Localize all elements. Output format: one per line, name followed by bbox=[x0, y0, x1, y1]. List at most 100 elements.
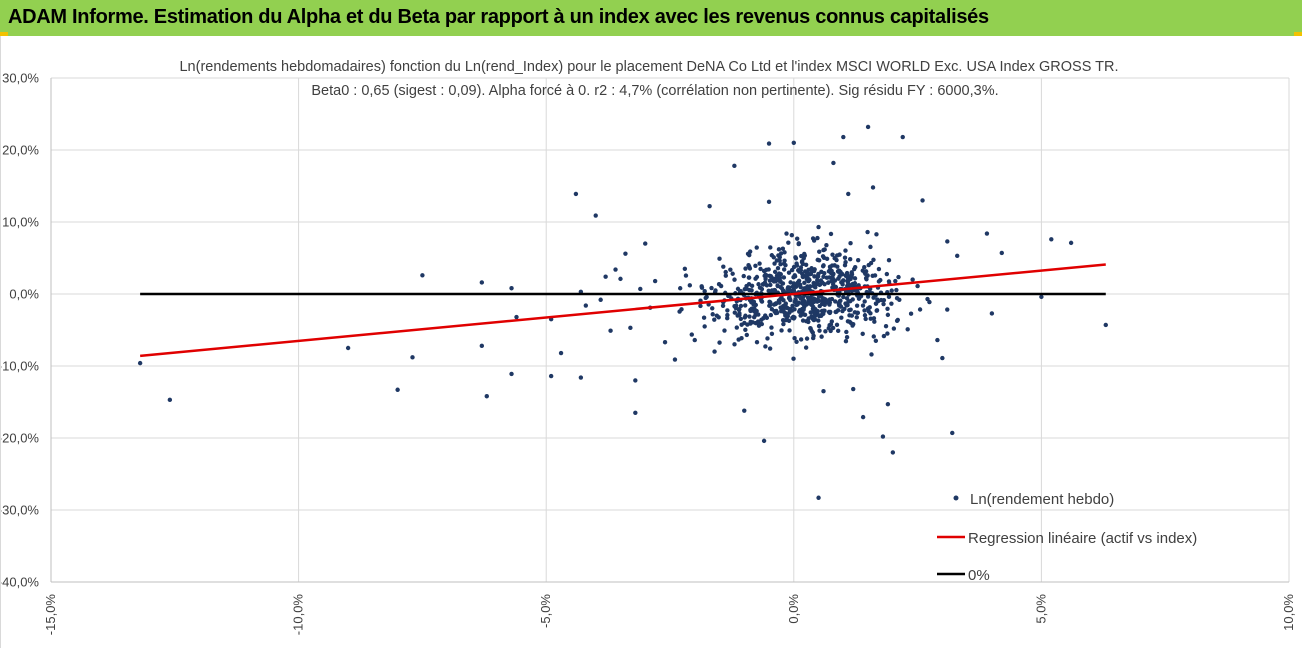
data-point bbox=[742, 408, 747, 413]
data-point bbox=[894, 318, 900, 323]
data-point bbox=[756, 312, 761, 317]
axes: -15,0% -10,0% -5,0% 0,0% 5,0% 10,0% -40,0% -30,… bbox=[0, 71, 1296, 636]
data-point bbox=[896, 274, 901, 280]
data-point bbox=[815, 308, 821, 314]
data-point bbox=[775, 283, 781, 289]
data-point bbox=[816, 323, 822, 329]
data-point bbox=[843, 339, 849, 344]
data-point bbox=[984, 231, 990, 236]
header-corner-right bbox=[1294, 32, 1302, 36]
data-point bbox=[779, 328, 784, 333]
data-point bbox=[759, 298, 764, 303]
data-point bbox=[802, 280, 807, 286]
data-point bbox=[897, 297, 902, 303]
data-points bbox=[137, 124, 1108, 500]
data-point bbox=[860, 303, 866, 308]
data-point bbox=[737, 312, 742, 318]
data-point bbox=[815, 279, 820, 284]
data-point bbox=[920, 198, 925, 203]
data-point bbox=[816, 318, 821, 323]
data-point bbox=[773, 310, 779, 316]
data-point bbox=[815, 235, 820, 241]
data-point bbox=[804, 301, 809, 306]
data-point bbox=[868, 260, 874, 266]
data-point bbox=[886, 258, 892, 263]
data-point bbox=[766, 267, 771, 272]
data-point bbox=[682, 266, 688, 271]
data-point bbox=[844, 329, 849, 335]
data-point bbox=[767, 303, 773, 308]
data-point bbox=[598, 297, 603, 302]
data-point bbox=[672, 357, 678, 362]
data-point bbox=[790, 303, 795, 309]
data-point bbox=[910, 277, 915, 282]
data-point bbox=[633, 410, 638, 415]
data-point bbox=[769, 325, 774, 330]
data-point bbox=[410, 355, 415, 360]
data-point bbox=[757, 285, 763, 290]
x-tick-label: -10,0% bbox=[291, 594, 306, 636]
data-point bbox=[809, 328, 814, 334]
data-point bbox=[829, 268, 834, 274]
data-point bbox=[830, 278, 835, 284]
data-point bbox=[811, 268, 817, 274]
data-point bbox=[765, 336, 770, 341]
data-point bbox=[791, 264, 797, 270]
data-point bbox=[798, 265, 804, 270]
data-point bbox=[683, 273, 689, 278]
data-point bbox=[764, 283, 770, 288]
data-point bbox=[633, 378, 638, 383]
data-point bbox=[891, 326, 897, 331]
data-point bbox=[792, 336, 797, 341]
y-tick-label: -40,0% bbox=[1, 575, 39, 590]
data-point bbox=[747, 314, 752, 319]
data-point bbox=[829, 296, 835, 302]
data-point bbox=[797, 269, 802, 274]
data-point bbox=[820, 264, 826, 269]
data-point bbox=[821, 247, 826, 253]
data-point bbox=[821, 308, 827, 313]
data-point bbox=[747, 266, 753, 271]
data-point bbox=[795, 282, 800, 287]
data-point bbox=[945, 307, 950, 312]
data-point bbox=[345, 345, 351, 351]
data-point bbox=[819, 334, 824, 339]
data-point bbox=[778, 262, 783, 267]
data-point bbox=[741, 273, 746, 279]
data-point bbox=[801, 307, 806, 312]
data-point bbox=[832, 256, 837, 261]
data-point bbox=[716, 282, 722, 287]
data-point bbox=[753, 276, 758, 281]
data-point bbox=[722, 328, 727, 333]
x-tick-label: 10,0% bbox=[1281, 594, 1296, 631]
data-point bbox=[785, 285, 791, 290]
data-point bbox=[738, 289, 743, 294]
data-point bbox=[834, 253, 840, 258]
y-tick-label: 20,0% bbox=[2, 143, 39, 158]
data-point bbox=[862, 264, 867, 270]
data-point bbox=[889, 301, 894, 306]
data-point bbox=[707, 203, 712, 209]
data-point bbox=[830, 325, 836, 331]
data-point bbox=[835, 269, 841, 274]
data-point bbox=[1068, 240, 1074, 246]
data-point bbox=[805, 276, 810, 282]
data-point bbox=[643, 241, 648, 246]
data-point bbox=[789, 233, 795, 238]
data-point bbox=[874, 232, 879, 237]
data-point bbox=[677, 286, 683, 291]
data-point bbox=[795, 302, 800, 307]
data-point bbox=[869, 352, 874, 357]
data-point bbox=[824, 275, 830, 280]
data-point bbox=[886, 294, 892, 300]
chart-title-line2: Beta0 : 0,65 (sigest : 0,09). Alpha forc… bbox=[311, 83, 998, 99]
data-point bbox=[955, 253, 960, 259]
data-point bbox=[871, 257, 876, 262]
y-tick-label: -10,0% bbox=[1, 359, 39, 374]
data-point bbox=[514, 314, 519, 320]
data-point bbox=[137, 360, 143, 366]
x-tick-label: -5,0% bbox=[538, 594, 553, 628]
data-point bbox=[840, 308, 845, 314]
data-point bbox=[871, 316, 877, 321]
data-point bbox=[751, 302, 756, 307]
